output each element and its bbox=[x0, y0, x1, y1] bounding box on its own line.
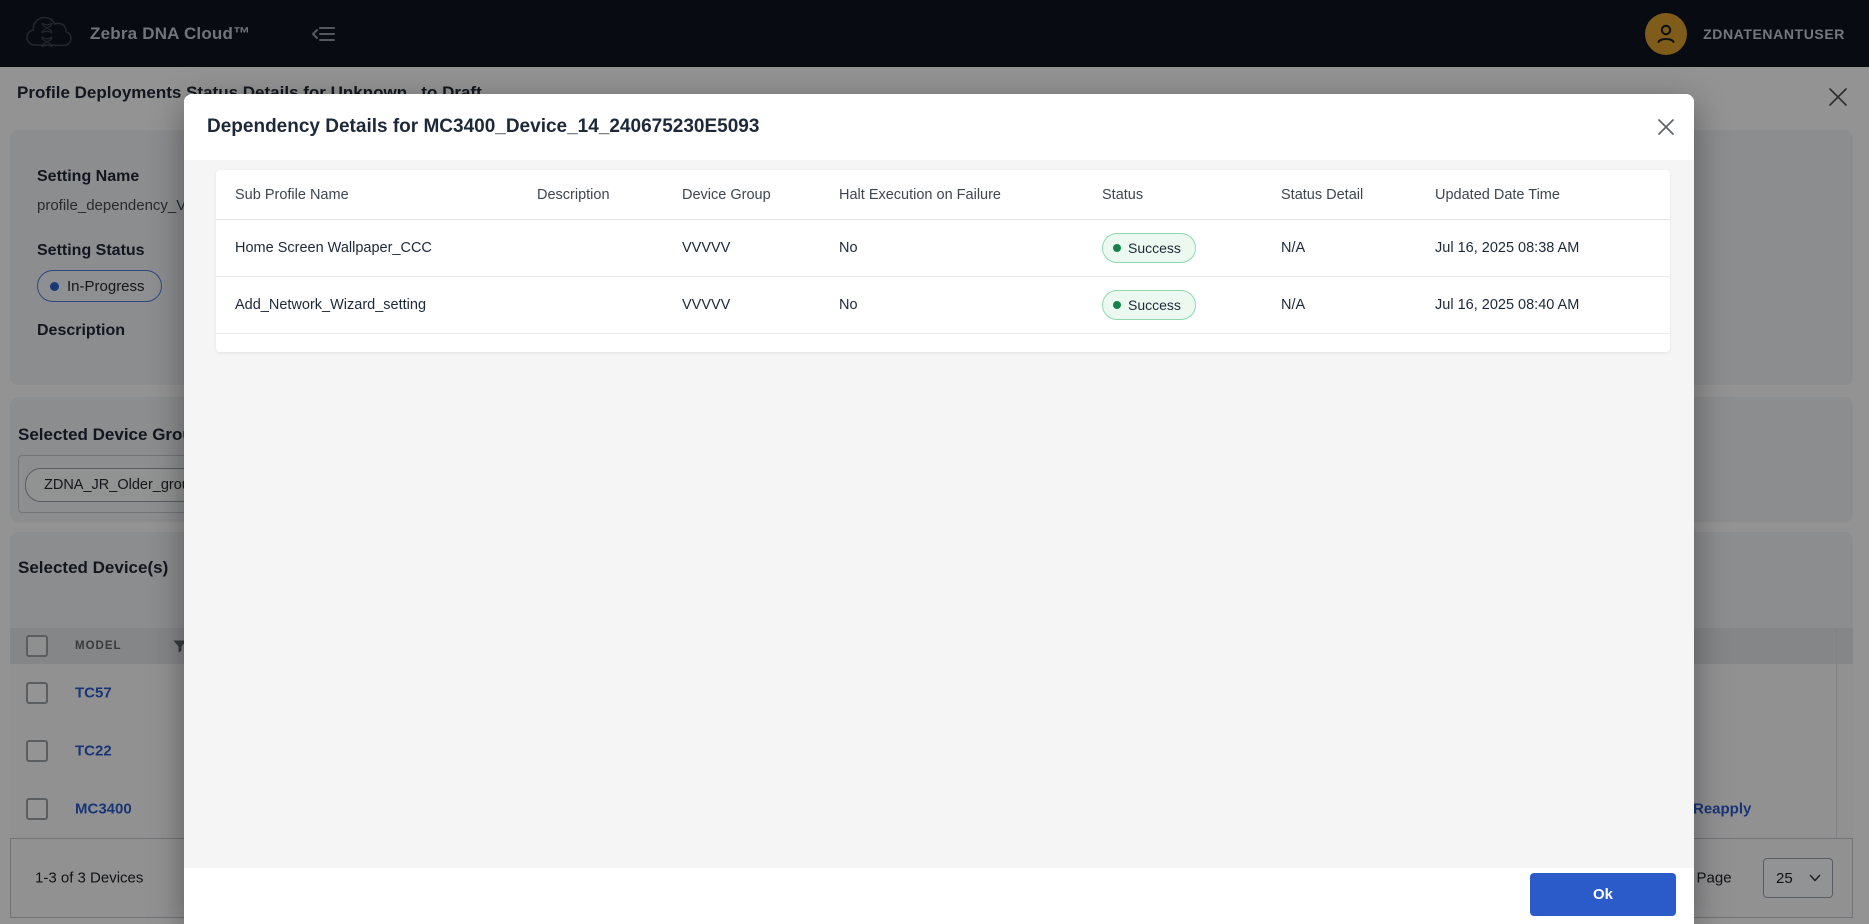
cell-sub-profile-name: Add_Network_Wizard_setting bbox=[235, 297, 427, 313]
row-checkbox[interactable] bbox=[26, 740, 48, 762]
filter-icon[interactable] bbox=[172, 638, 188, 654]
row-checkbox[interactable] bbox=[26, 682, 48, 704]
col-description: Description bbox=[537, 186, 610, 203]
person-icon bbox=[1657, 24, 1675, 43]
device-link[interactable]: TC22 bbox=[75, 742, 112, 760]
selected-device-group-label: Selected Device Group bbox=[18, 425, 204, 444]
status-badge-label: In-Progress bbox=[67, 277, 145, 295]
success-dot-icon bbox=[1113, 244, 1121, 252]
dependency-details-modal: Dependency Details for MC3400_Device_14_… bbox=[184, 94, 1694, 924]
cell-halt-execution: No bbox=[839, 297, 858, 313]
banner-close-icon[interactable] bbox=[1826, 85, 1850, 109]
success-status-badge: Success bbox=[1102, 233, 1196, 263]
col-sub-profile-name: Sub Profile Name bbox=[235, 186, 349, 203]
setting-name-label: Setting Name bbox=[37, 168, 140, 185]
col-status: Status bbox=[1102, 186, 1144, 203]
chevron-down-icon bbox=[1809, 874, 1821, 882]
success-dot-icon bbox=[1113, 301, 1121, 309]
modal-title: Dependency Details for MC3400_Device_14_… bbox=[207, 116, 760, 137]
dependency-table-header-row: Sub Profile Name Description Device Grou… bbox=[216, 170, 1670, 220]
cell-status-detail: N/A bbox=[1281, 297, 1306, 313]
menu-open-icon[interactable] bbox=[310, 20, 338, 48]
status-dot-icon bbox=[50, 281, 59, 291]
dependency-row: Home Screen Wallpaper_CCC VVVVV No Succe… bbox=[216, 220, 1670, 277]
user-name: ZDNATENANTUSER bbox=[1703, 25, 1845, 42]
per-page-value: 25 bbox=[1776, 869, 1793, 887]
status-badge-label: Success bbox=[1128, 240, 1181, 256]
top-app-bar: Zebra DNA Cloud™ ZDNATENANTUSER bbox=[0, 0, 1869, 67]
cell-device-group: VVVVV bbox=[682, 297, 731, 313]
cell-status-detail: N/A bbox=[1281, 240, 1306, 256]
device-link[interactable]: TC57 bbox=[75, 684, 112, 702]
cell-updated-date-time: Jul 16, 2025 08:38 AM bbox=[1435, 240, 1580, 256]
success-status-badge: Success bbox=[1102, 290, 1196, 320]
reapply-link[interactable]: Reapply bbox=[1693, 800, 1752, 818]
col-halt-execution: Halt Execution on Failure bbox=[839, 186, 1001, 203]
selected-devices-label: Selected Device(s) bbox=[18, 558, 169, 577]
setting-name-value: profile_dependency_V bbox=[37, 197, 187, 214]
ok-button[interactable]: Ok bbox=[1530, 873, 1676, 916]
dependency-row: Add_Network_Wizard_setting VVVVV No Succ… bbox=[216, 277, 1670, 334]
select-all-checkbox[interactable] bbox=[26, 635, 48, 657]
model-column-header: MODEL bbox=[75, 640, 122, 652]
modal-footer: Ok bbox=[184, 868, 1694, 924]
device-link[interactable]: MC3400 bbox=[75, 800, 132, 818]
modal-close-icon[interactable] bbox=[1654, 115, 1678, 139]
status-badge-label: Success bbox=[1128, 297, 1181, 313]
cell-device-group: VVVVV bbox=[682, 240, 731, 256]
cell-updated-date-time: Jul 16, 2025 08:40 AM bbox=[1435, 297, 1580, 313]
cloud-dna-logo-icon bbox=[26, 16, 72, 48]
setting-status-label: Setting Status bbox=[37, 242, 145, 259]
user-avatar[interactable] bbox=[1645, 12, 1688, 55]
modal-header: Dependency Details for MC3400_Device_14_… bbox=[184, 94, 1694, 160]
cell-sub-profile-name: Home Screen Wallpaper_CCC bbox=[235, 240, 432, 256]
description-label: Description bbox=[37, 322, 126, 339]
per-page-select[interactable]: 25 bbox=[1763, 858, 1833, 898]
table-column-divider bbox=[1836, 628, 1837, 838]
dependency-table-card: Sub Profile Name Description Device Grou… bbox=[216, 170, 1670, 352]
col-device-group: Device Group bbox=[682, 186, 771, 203]
col-updated-date-time: Updated Date Time bbox=[1435, 186, 1560, 203]
row-checkbox[interactable] bbox=[26, 798, 48, 820]
cell-halt-execution: No bbox=[839, 240, 858, 256]
in-progress-status-badge: In-Progress bbox=[37, 270, 162, 302]
app-title: Zebra DNA Cloud™ bbox=[90, 23, 251, 43]
col-status-detail: Status Detail bbox=[1281, 186, 1364, 203]
pagination-summary: 1-3 of 3 Devices bbox=[35, 869, 144, 887]
